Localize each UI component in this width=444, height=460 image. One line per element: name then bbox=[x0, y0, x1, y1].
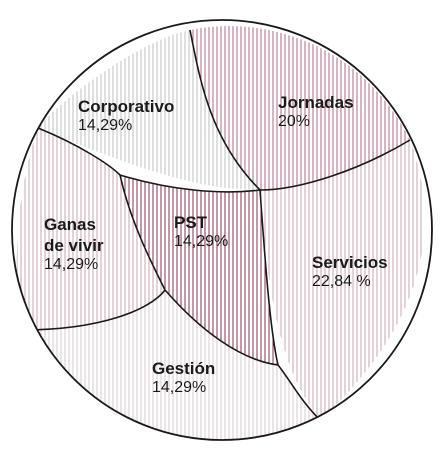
slice-label-jornadas: Jornadas bbox=[278, 93, 354, 112]
slice-servicios bbox=[260, 140, 425, 420]
slice-label-pst: PST bbox=[174, 213, 208, 232]
slice-value-pst: 14,29% bbox=[174, 233, 228, 250]
slice-border-6 bbox=[21, 289, 166, 331]
slice-corporativo bbox=[38, 30, 260, 190]
slice-gestion bbox=[22, 290, 320, 440]
slice-jornadas bbox=[190, 25, 410, 191]
slice-label-ganas-de-vivir-line-2: de vivir bbox=[44, 236, 104, 255]
slice-value-ganas-de-vivir: 14,29% bbox=[44, 256, 98, 273]
slice-border-2 bbox=[189, 29, 261, 191]
slice-label-gestion: Gestión bbox=[152, 359, 215, 378]
slice-value-servicios: 22,84 % bbox=[312, 273, 371, 290]
pie-outline bbox=[11, 19, 433, 441]
slice-border-4 bbox=[259, 189, 321, 421]
slice-label-corporativo: Corporativo bbox=[78, 97, 174, 116]
slice-value-gestion: 14,29% bbox=[152, 379, 206, 396]
slice-label-servicios: Servicios bbox=[312, 253, 388, 272]
slice-pst bbox=[120, 175, 278, 365]
slice-value-jornadas: 20% bbox=[278, 113, 310, 130]
slice-border-3 bbox=[259, 139, 411, 191]
slice-ganas-de-vivir bbox=[16, 128, 166, 330]
slice-value-corporativo: 14,29% bbox=[78, 117, 132, 134]
slice-label-ganas-de-vivir-line-1: Ganas bbox=[44, 215, 96, 234]
